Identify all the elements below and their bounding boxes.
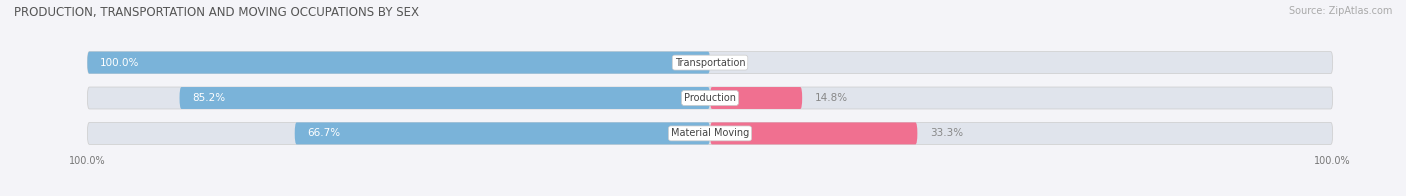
Text: 0.0%: 0.0% (723, 58, 749, 68)
Text: 33.3%: 33.3% (929, 128, 963, 138)
FancyBboxPatch shape (710, 87, 803, 109)
Text: PRODUCTION, TRANSPORTATION AND MOVING OCCUPATIONS BY SEX: PRODUCTION, TRANSPORTATION AND MOVING OC… (14, 6, 419, 19)
Text: Source: ZipAtlas.com: Source: ZipAtlas.com (1288, 6, 1392, 16)
Text: 85.2%: 85.2% (193, 93, 225, 103)
FancyBboxPatch shape (87, 87, 1333, 109)
Text: 100.0%: 100.0% (100, 58, 139, 68)
FancyBboxPatch shape (710, 122, 917, 144)
FancyBboxPatch shape (180, 87, 710, 109)
Text: Transportation: Transportation (675, 58, 745, 68)
FancyBboxPatch shape (87, 52, 1333, 74)
Text: Production: Production (685, 93, 735, 103)
Text: Material Moving: Material Moving (671, 128, 749, 138)
Text: 66.7%: 66.7% (307, 128, 340, 138)
FancyBboxPatch shape (87, 122, 1333, 144)
FancyBboxPatch shape (87, 52, 710, 74)
FancyBboxPatch shape (295, 122, 710, 144)
Text: 14.8%: 14.8% (814, 93, 848, 103)
